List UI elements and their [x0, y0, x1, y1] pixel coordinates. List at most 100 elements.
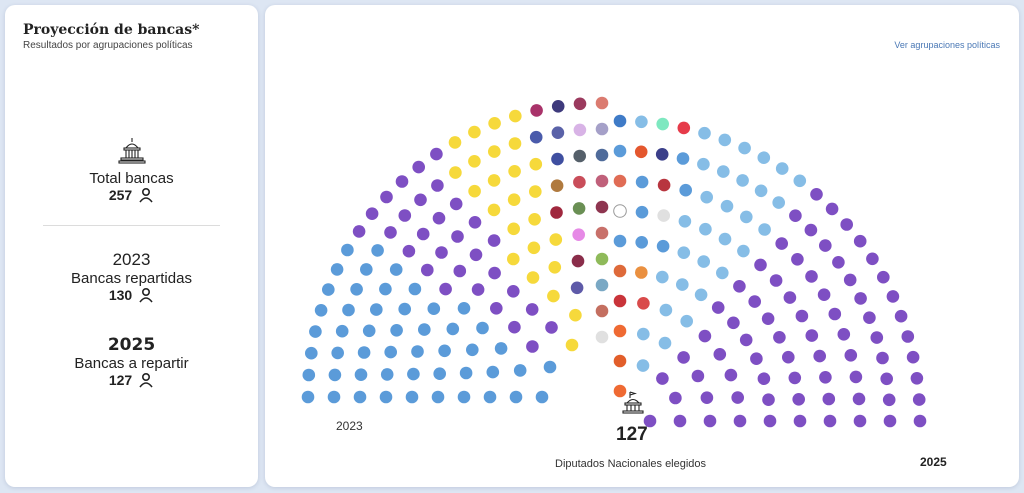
year-left-label: 2023: [336, 419, 363, 433]
seat-2025-seat: [656, 117, 669, 131]
seat-2025-seat: [700, 391, 714, 405]
seat-2025-seat: [740, 210, 753, 224]
seat-2025-seat: [613, 144, 627, 158]
seat-2025-seat: [635, 236, 648, 249]
seat-2023-seat: [459, 366, 473, 380]
seat-2023-seat: [529, 130, 543, 144]
seat-2023-seat: [486, 365, 500, 379]
seat-2023-seat: [488, 266, 501, 280]
seat-2023-seat: [569, 308, 582, 322]
seat-2023-seat: [360, 263, 373, 276]
seat-2023-seat: [327, 390, 341, 404]
panel-subtitle: Resultados por agrupaciones políticas: [23, 40, 193, 51]
seat-2023-seat: [543, 360, 557, 374]
seat-2023-seat: [357, 346, 371, 359]
seat-2025-seat: [882, 393, 896, 407]
seat-2025-seat: [880, 372, 893, 386]
seat-2023-seat: [483, 390, 497, 404]
seat-2025-seat: [793, 414, 807, 428]
seat-2025-seat: [832, 255, 845, 269]
seat-2025-seat: [823, 414, 837, 428]
seat-2025-seat: [694, 288, 708, 302]
seat-2025-seat: [757, 151, 771, 164]
seat-2023-seat: [487, 234, 501, 247]
seat-2023-seat: [411, 345, 424, 358]
seat-2025-seat: [635, 205, 649, 219]
seat-2025-seat: [613, 294, 627, 308]
seat-2023-seat: [322, 283, 335, 296]
seat-2025-seat: [635, 175, 649, 189]
year-2023-label: 2023: [112, 250, 151, 269]
seat-2025-seat: [680, 314, 693, 328]
seat-2023-seat: [379, 282, 392, 296]
seat-2025-seat: [870, 331, 884, 344]
person-icon: [139, 372, 153, 388]
seat-2023-seat: [571, 254, 585, 268]
seat-2023-seat: [509, 390, 523, 404]
seat-2023-seat: [471, 283, 485, 296]
seat-2025-seat: [643, 414, 657, 428]
seat-2025-seat: [659, 303, 673, 317]
seat-2023-seat: [302, 368, 316, 382]
seat-2023-seat: [457, 390, 471, 404]
seat-2023-seat: [573, 149, 586, 163]
seat-2025-seat: [886, 290, 900, 303]
seat-2023-seat: [490, 302, 503, 315]
seat-2023-seat: [549, 233, 563, 246]
congress-building-icon: [117, 138, 146, 164]
year-2025-label: 2025: [107, 335, 156, 355]
seat-2025-seat: [825, 202, 839, 216]
seat-2023-seat: [595, 174, 609, 188]
seat-2025-seat: [613, 114, 627, 128]
seat-2025-seat: [817, 288, 831, 302]
seat-2025-seat: [613, 354, 627, 368]
seat-2025-seat: [716, 266, 729, 280]
seat-2023-seat: [398, 302, 411, 316]
seat-2025-seat: [876, 351, 889, 365]
ver-agrupaciones-link[interactable]: Ver agrupaciones políticas: [894, 40, 1000, 50]
seat-2023-seat: [453, 264, 467, 278]
seat-2023-seat: [331, 346, 344, 360]
seat-2023-seat: [427, 302, 441, 316]
seat-2023-seat: [431, 390, 445, 404]
seat-2025-seat: [698, 329, 712, 343]
seat-2023-seat: [529, 185, 542, 198]
seat-2025-seat: [762, 393, 775, 407]
seat-2025-seat: [894, 309, 908, 323]
seat-2023-seat: [551, 100, 565, 113]
seat-2025-seat: [877, 270, 890, 284]
seat-2025-seat: [748, 295, 761, 308]
seat-2023-seat: [416, 227, 430, 241]
seat-2025-seat: [718, 232, 732, 246]
seat-2023-seat: [494, 342, 508, 355]
seat-2023-seat: [469, 248, 483, 262]
seat-2025-seat: [613, 234, 627, 248]
seat-2025-seat: [635, 266, 648, 279]
seat-2025-seat: [613, 324, 627, 338]
seat-2023-seat: [572, 228, 585, 241]
repartidas-block: 2023 Bancas repartidas 130: [5, 250, 258, 305]
seat-2025-seat: [805, 329, 819, 342]
seat-2025-seat: [854, 292, 867, 305]
seat-2023-seat: [595, 226, 609, 240]
seat-2025-seat: [657, 178, 671, 192]
seat-2025-seat: [700, 190, 713, 204]
seat-2023-seat: [314, 304, 328, 317]
seat-2023-seat: [487, 203, 501, 217]
parliament-chart-panel: Ver agrupaciones políticas 2023 127 Dipu…: [265, 5, 1019, 487]
seat-2023-seat: [398, 209, 412, 222]
seat-2023-seat: [448, 136, 462, 149]
repartidas-label: Bancas repartidas: [71, 270, 192, 287]
seat-2025-seat: [754, 258, 767, 272]
seat-2025-seat: [792, 393, 805, 406]
seat-2025-seat: [676, 278, 689, 291]
seat-2023-seat: [488, 117, 501, 130]
seat-2025-seat: [840, 218, 853, 231]
seat-2023-seat: [507, 222, 520, 236]
divider: [43, 225, 220, 226]
seat-2023-seat: [414, 193, 427, 207]
seat-2025-seat: [703, 414, 717, 428]
seat-2025-seat: [656, 270, 669, 284]
seat-2023-seat: [446, 322, 460, 336]
seat-2025-seat: [810, 188, 823, 201]
